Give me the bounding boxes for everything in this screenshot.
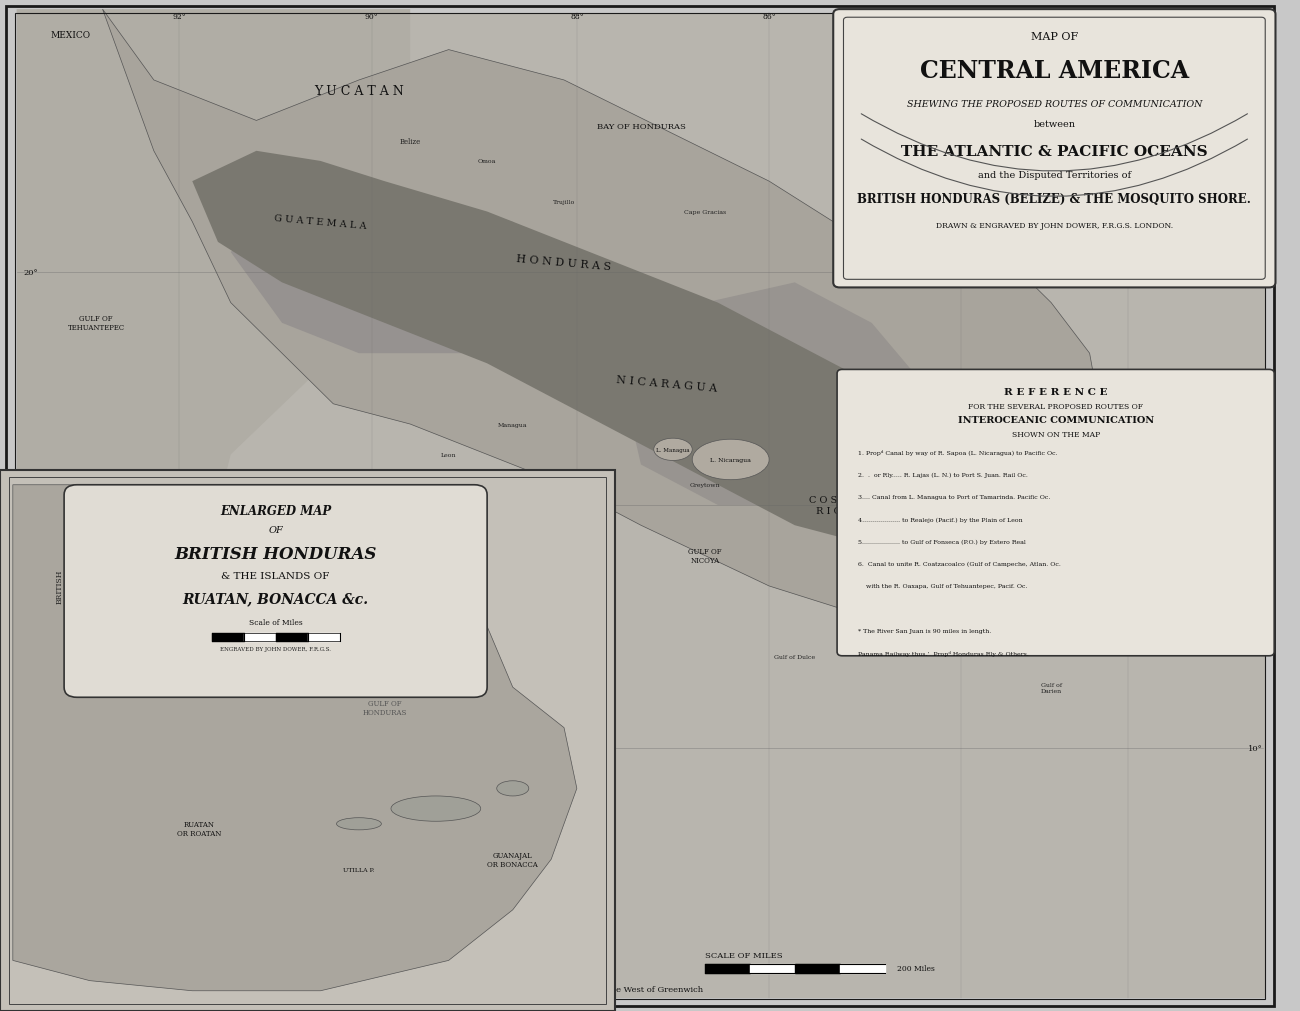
Text: * The River San Juan is 90 miles in length.: * The River San Juan is 90 miles in leng… xyxy=(858,629,991,633)
Text: 3.... Canal from L. Managua to Port of Tamarinda. Pacific Oc.: 3.... Canal from L. Managua to Port of T… xyxy=(858,495,1050,499)
Text: BAY OF SAN JUAN: BAY OF SAN JUAN xyxy=(924,386,998,412)
Text: 10°: 10° xyxy=(23,744,38,752)
Polygon shape xyxy=(230,182,577,354)
Text: 15°: 15° xyxy=(23,501,38,510)
Text: MAP OF: MAP OF xyxy=(1031,32,1078,42)
Polygon shape xyxy=(192,152,962,546)
Text: V E R A G U A: V E R A G U A xyxy=(952,556,1022,576)
Text: Trujillo: Trujillo xyxy=(552,200,575,204)
Text: 20°: 20° xyxy=(1248,269,1262,277)
Text: Leon: Leon xyxy=(441,453,456,457)
FancyBboxPatch shape xyxy=(833,10,1275,288)
Text: L. Nicaragua: L. Nicaragua xyxy=(710,458,751,462)
Text: DRAWN & ENGRAVED BY JOHN DOWER, F.R.G.S. LONDON.: DRAWN & ENGRAVED BY JOHN DOWER, F.R.G.S.… xyxy=(936,221,1173,229)
Text: N: N xyxy=(1239,237,1247,245)
Text: N I C A R A G U A: N I C A R A G U A xyxy=(616,375,718,393)
Text: BRITISH HONDURAS (BELIZE) & THE MOSQUITO SHORE.: BRITISH HONDURAS (BELIZE) & THE MOSQUITO… xyxy=(858,193,1252,205)
Text: 2.  .  or Rly..... R. Lajas (L. N.) to Port S. Juan. Rail Oc.: 2. . or Rly..... R. Lajas (L. N.) to Por… xyxy=(858,472,1027,478)
Ellipse shape xyxy=(337,818,381,830)
Text: BELIZE: BELIZE xyxy=(87,532,117,540)
Text: MEXICO: MEXICO xyxy=(51,31,91,39)
Text: SHEWING THE PROPOSED ROUTES OF COMMUNICATION: SHEWING THE PROPOSED ROUTES OF COMMUNICA… xyxy=(906,100,1202,108)
Text: Managua: Managua xyxy=(498,423,528,427)
Text: H O N D U R A S: H O N D U R A S xyxy=(516,254,612,272)
Text: P  A  C  I  F  I  C: P A C I F I C xyxy=(70,515,109,618)
Text: 86°: 86° xyxy=(762,13,776,21)
Text: Panama Railway thus.’  Propᵈ Honduras Rly & Others.: Panama Railway thus.’ Propᵈ Honduras Rly… xyxy=(858,650,1028,656)
Text: P A N A M A: P A N A M A xyxy=(1100,623,1157,631)
Text: Gulf of
Darien: Gulf of Darien xyxy=(1040,682,1062,693)
Text: 92°: 92° xyxy=(173,13,186,21)
Ellipse shape xyxy=(391,797,481,821)
Text: R E F E R E N C E: R E F E R E N C E xyxy=(1004,388,1108,396)
Text: 20°: 20° xyxy=(23,269,38,277)
Text: with the R. Oaxapa, Gulf of Tehuantepec, Pacif. Oc.: with the R. Oaxapa, Gulf of Tehuantepec,… xyxy=(858,584,1027,588)
Text: RUATAN
OR ROATAN: RUATAN OR ROATAN xyxy=(177,821,221,837)
Text: Belize: Belize xyxy=(399,137,421,146)
Text: 6.  Canal to unite R. Coatzacoalco (Gulf of Campeche, Atlan. Oc.: 6. Canal to unite R. Coatzacoalco (Gulf … xyxy=(858,561,1061,567)
FancyBboxPatch shape xyxy=(64,485,488,698)
Text: between: between xyxy=(1034,120,1075,128)
Ellipse shape xyxy=(497,780,529,797)
Text: 5................... to Gulf of Fonseca (P.O.) by Estero Real: 5................... to Gulf of Fonseca … xyxy=(858,539,1026,545)
Text: C O S T A
R I C A: C O S T A R I C A xyxy=(809,495,857,516)
Text: UTILLA P.: UTILLA P. xyxy=(343,867,374,871)
Text: BAY OF FONSECA: BAY OF FONSECA xyxy=(454,478,520,492)
Text: BAY OF HONDURAS: BAY OF HONDURAS xyxy=(597,122,685,130)
Text: Cape Gracias: Cape Gracias xyxy=(684,210,727,214)
Bar xyxy=(9,477,606,1004)
Ellipse shape xyxy=(654,439,692,461)
Text: GUANAJAL
OR BONACCA: GUANAJAL OR BONACCA xyxy=(488,851,538,867)
Text: BRITISH HONDURAS: BRITISH HONDURAS xyxy=(174,546,377,562)
Text: ENLARGED MAP: ENLARGED MAP xyxy=(220,504,332,517)
FancyBboxPatch shape xyxy=(837,370,1274,656)
Text: 90°: 90° xyxy=(365,13,378,21)
Text: 88°: 88° xyxy=(569,13,584,21)
Text: 4................... to Realejo (Pacif.) by the Plain of Leon: 4................... to Realejo (Pacif.)… xyxy=(858,517,1022,523)
Text: Omoa: Omoa xyxy=(478,160,497,164)
Text: GULF OF
TEHUANTEPEC: GULF OF TEHUANTEPEC xyxy=(68,315,125,332)
Text: 82°: 82° xyxy=(1122,13,1135,21)
Text: RUATAN, BONACCA &c.: RUATAN, BONACCA &c. xyxy=(182,591,369,606)
Text: Longitude West of Greenwich: Longitude West of Greenwich xyxy=(578,985,703,993)
Text: G U A T E M A L A: G U A T E M A L A xyxy=(274,214,367,231)
Text: GULF OF
NICOYA: GULF OF NICOYA xyxy=(688,548,722,564)
Polygon shape xyxy=(615,283,923,506)
Polygon shape xyxy=(13,485,577,991)
Text: BRITISH
HONDURAS: BRITISH HONDURAS xyxy=(56,562,73,611)
Text: Gulf of Dulce: Gulf of Dulce xyxy=(775,655,815,659)
Bar xyxy=(0,470,615,1011)
Text: Y U C A T A N: Y U C A T A N xyxy=(315,85,404,97)
Text: 15°: 15° xyxy=(1248,501,1262,510)
Text: L. Managua: L. Managua xyxy=(656,448,690,452)
Text: THE ATLANTIC & PACIFIC OCEANS: THE ATLANTIC & PACIFIC OCEANS xyxy=(901,145,1208,159)
Text: ENGRAVED BY JOHN DOWER, F.R.G.S.: ENGRAVED BY JOHN DOWER, F.R.G.S. xyxy=(220,647,332,651)
Text: OF: OF xyxy=(268,526,283,534)
Text: SHOWN ON THE MAP: SHOWN ON THE MAP xyxy=(1011,431,1100,439)
Text: & THE ISLANDS OF: & THE ISLANDS OF xyxy=(221,572,330,580)
Text: Realejo: Realejo xyxy=(476,503,499,508)
Text: FOR THE SEVERAL PROPOSED ROUTES OF: FOR THE SEVERAL PROPOSED ROUTES OF xyxy=(968,402,1143,410)
Text: Scale of Miles: Scale of Miles xyxy=(248,619,303,627)
Text: CENTRAL AMERICA: CENTRAL AMERICA xyxy=(920,59,1190,83)
Text: Greytown: Greytown xyxy=(690,483,720,487)
Text: 1. Propᵈ Canal by way of R. Sapoa (L. Nicaragua) to Pacific Oc.: 1. Propᵈ Canal by way of R. Sapoa (L. Ni… xyxy=(858,450,1057,456)
Text: Gulf of
Chiriqui: Gulf of Chiriqui xyxy=(910,642,936,652)
Text: 10°: 10° xyxy=(1248,744,1262,752)
Text: and the Disputed Territories of: and the Disputed Territories of xyxy=(978,171,1131,179)
Ellipse shape xyxy=(692,440,770,480)
Text: 84°: 84° xyxy=(954,13,968,21)
Text: INTEROCEANIC COMMUNICATION: INTEROCEANIC COMMUNICATION xyxy=(958,417,1153,425)
Text: SCALE OF MILES: SCALE OF MILES xyxy=(705,951,783,959)
Polygon shape xyxy=(17,10,411,998)
Text: 200 Miles: 200 Miles xyxy=(897,964,935,973)
Polygon shape xyxy=(103,10,1102,627)
Text: GULF OF
HONDURAS: GULF OF HONDURAS xyxy=(363,700,407,716)
